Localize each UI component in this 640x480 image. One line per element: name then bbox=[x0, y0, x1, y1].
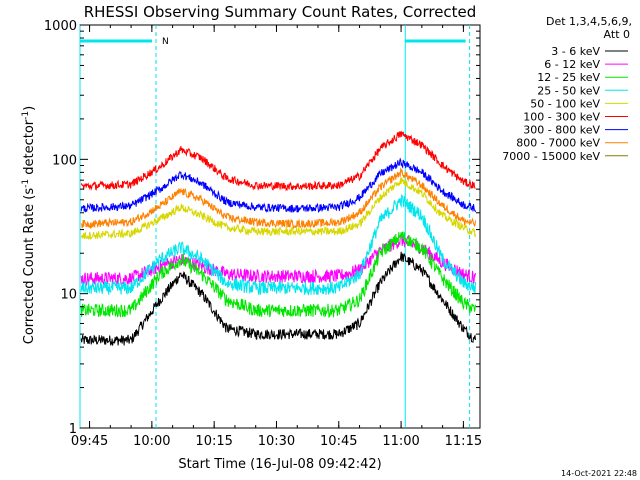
series-line-2 bbox=[80, 231, 476, 319]
y-tick-label: 100 bbox=[52, 153, 77, 168]
series-group bbox=[80, 130, 476, 346]
series-line-0 bbox=[80, 251, 476, 346]
x-tick-label: 11:00 bbox=[382, 434, 419, 449]
legend-label: 50 - 100 keV bbox=[530, 97, 600, 110]
timestamp: 14-Oct-2021 22:48 bbox=[561, 469, 637, 478]
series-line-3 bbox=[80, 194, 476, 296]
x-tick-label: 10:15 bbox=[195, 434, 232, 449]
y-tick-label: 10 bbox=[60, 288, 77, 303]
night-label: N bbox=[162, 37, 169, 47]
x-tick-label: 10:45 bbox=[320, 434, 357, 449]
chart-title: RHESSI Observing Summary Count Rates, Co… bbox=[84, 3, 477, 21]
x-tick-label: 10:00 bbox=[133, 434, 170, 449]
legend-label: 300 - 800 keV bbox=[523, 124, 600, 137]
legend-label: 100 - 300 keV bbox=[523, 111, 600, 124]
x-axis-label: Start Time (16-Jul-08 09:42:42) bbox=[178, 457, 381, 472]
legend-attenuator: Att 0 bbox=[604, 28, 630, 41]
series-line-6 bbox=[80, 157, 476, 214]
legend-label: 3 - 6 keV bbox=[551, 45, 600, 58]
series-line-7 bbox=[80, 167, 476, 230]
series-line-5 bbox=[80, 130, 476, 192]
y-tick-label: 1 bbox=[69, 422, 77, 437]
legend-label: 6 - 12 keV bbox=[544, 58, 600, 71]
y-axis: 1 10 100 1000 bbox=[44, 19, 480, 437]
x-tick-label: 10:30 bbox=[258, 434, 295, 449]
plot-frame bbox=[79, 24, 481, 429]
legend-label: 800 - 7000 keV bbox=[516, 137, 600, 150]
x-tick-label: 11:15 bbox=[445, 434, 482, 449]
x-axis: 09:45 10:00 10:15 10:30 10:45 11:00 11:15 bbox=[71, 25, 482, 449]
legend-label: 25 - 50 keV bbox=[537, 84, 600, 97]
night-markers: N bbox=[79, 25, 471, 428]
legend-label: 7000 - 15000 keV bbox=[502, 150, 600, 163]
y-axis-label: Corrected Count Rate (s-1 detector-1) bbox=[21, 106, 37, 344]
x-tick-label: 09:45 bbox=[71, 434, 108, 449]
legend-label: 12 - 25 keV bbox=[537, 71, 600, 84]
legend-header: Det 1,3,4,5,6,9, bbox=[546, 15, 632, 28]
y-tick-label: 1000 bbox=[44, 19, 77, 34]
series-line-4 bbox=[80, 177, 476, 241]
